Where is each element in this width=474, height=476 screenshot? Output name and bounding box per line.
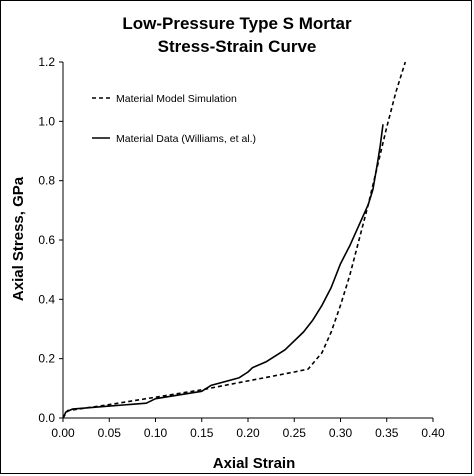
- y-tick-label: 0.0: [38, 411, 55, 425]
- x-tick-label: 0.20: [236, 426, 260, 440]
- series-line-1: [62, 61, 407, 419]
- y-tick-label: 1.2: [38, 55, 55, 69]
- x-tick-label: 0.00: [51, 426, 75, 440]
- x-tick-label: 0.10: [144, 426, 168, 440]
- plot-area: 0.00 0.05 0.10 0.15 0.20 0.25 0.30 0.35 0.40 0.0 0…: [38, 55, 445, 440]
- x-axis-title: Axial Strain: [213, 455, 296, 472]
- legend: Material Model Simulation Material Data (…: [92, 93, 256, 145]
- x-tick-label: 0.25: [283, 426, 307, 440]
- chart-title-line1: Low-Pressure Type S Mortar: [122, 14, 352, 33]
- y-tick-label: 0.2: [38, 352, 55, 366]
- y-axis-title: Axial Stress, GPa: [10, 176, 27, 301]
- chart-title-line2: Stress-Strain Curve: [158, 37, 317, 56]
- x-tick-label: 0.35: [375, 426, 399, 440]
- x-tick-label: 0.30: [329, 426, 353, 440]
- legend-label-2: Material Data (Williams, et al.): [116, 133, 256, 145]
- y-tick-label: 1.0: [38, 114, 55, 128]
- y-tick-label: 0.4: [38, 292, 55, 306]
- x-tick-label: 0.05: [98, 426, 122, 440]
- series-line-2: [62, 124, 384, 419]
- legend-label-1: Material Model Simulation: [116, 93, 237, 105]
- x-tick-label: 0.15: [190, 426, 214, 440]
- y-tick-label: 0.8: [38, 174, 55, 188]
- x-tick-label: 0.40: [421, 426, 445, 440]
- y-tick-label: 0.6: [38, 233, 55, 247]
